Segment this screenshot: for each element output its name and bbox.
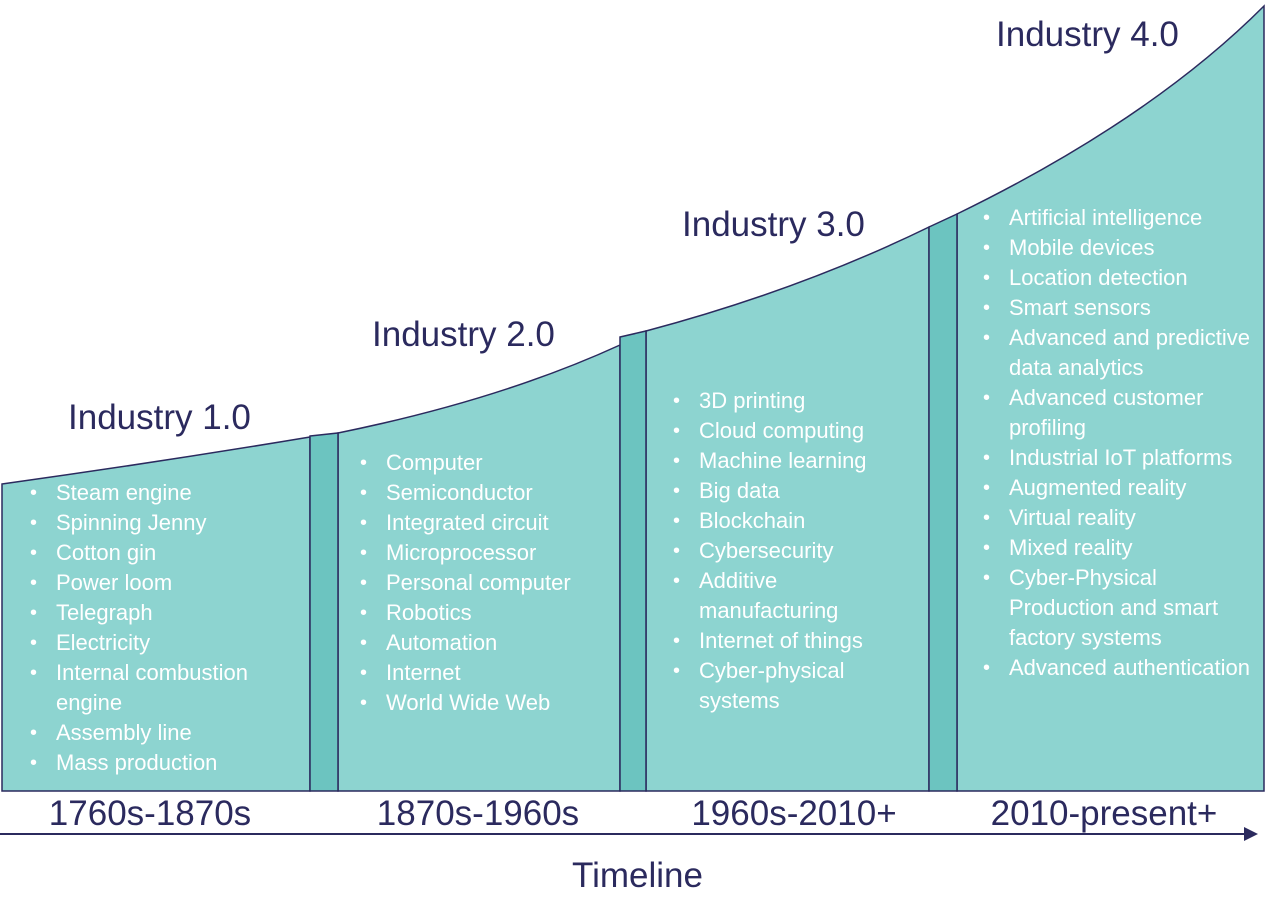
list-item: Spinning Jenny: [29, 508, 304, 538]
list-item: Virtual reality: [982, 503, 1254, 533]
list-item: Advanced customer profiling: [982, 383, 1254, 443]
list-item: Integrated circuit: [359, 508, 617, 538]
list-item: Advanced authentication: [982, 653, 1254, 683]
list-item: Mass production: [29, 748, 304, 778]
list-item: Cyber-Physical Production and smart fact…: [982, 563, 1254, 653]
list-item: Advanced and predictive data analytics: [982, 323, 1254, 383]
connector-3-4: [928, 212, 958, 792]
era-items-industry-2: Computer Semiconductor Integrated circui…: [359, 448, 617, 718]
list-item: Cotton gin: [29, 538, 304, 568]
era-title-industry-1: Industry 1.0: [68, 398, 251, 437]
list-item: Cybersecurity: [672, 536, 902, 566]
list-item: Smart sensors: [982, 293, 1254, 323]
list-item: Big data: [672, 476, 902, 506]
list-item: Blockchain: [672, 506, 902, 536]
era-period-industry-3: 1960s-2010+: [691, 794, 897, 833]
connector-2-3: [619, 330, 647, 792]
list-item: Assembly line: [29, 718, 304, 748]
list-item: Machine learning: [672, 446, 902, 476]
era-items-industry-3: 3D printing Cloud computing Machine lear…: [672, 386, 902, 716]
list-item: Power loom: [29, 568, 304, 598]
list-item: Industrial IoT platforms: [982, 443, 1254, 473]
list-item: Computer: [359, 448, 617, 478]
era-period-industry-4: 2010-present+: [990, 794, 1218, 833]
list-item: Personal computer: [359, 568, 617, 598]
list-item: Additive manufacturing: [672, 566, 902, 626]
list-item: Electricity: [29, 628, 304, 658]
era-items-industry-4: Artificial intelligence Mobile devices L…: [982, 203, 1254, 683]
list-item: Cyber-physical systems: [672, 656, 902, 716]
era-title-industry-3: Industry 3.0: [682, 205, 865, 244]
list-item: Mobile devices: [982, 233, 1254, 263]
list-item: World Wide Web: [359, 688, 617, 718]
era-connectors: [309, 212, 958, 792]
list-item: Internet: [359, 658, 617, 688]
list-item: Telegraph: [29, 598, 304, 628]
list-item: Mixed reality: [982, 533, 1254, 563]
era-items-industry-1: Steam engine Spinning Jenny Cotton gin P…: [29, 478, 304, 778]
list-item: Steam engine: [29, 478, 304, 508]
timeline-arrow: [0, 827, 1258, 841]
era-period-industry-2: 1870s-1960s: [376, 794, 580, 833]
list-item: Internal combustion engine: [29, 658, 304, 718]
era-title-industry-4: Industry 4.0: [996, 15, 1179, 54]
era-title-industry-2: Industry 2.0: [372, 315, 555, 354]
timeline-label: Timeline: [572, 856, 703, 895]
connector-1-2: [309, 432, 339, 792]
list-item: Microprocessor: [359, 538, 617, 568]
list-item: Augmented reality: [982, 473, 1254, 503]
list-item: Cloud computing: [672, 416, 902, 446]
list-item: Robotics: [359, 598, 617, 628]
list-item: 3D printing: [672, 386, 902, 416]
list-item: Semiconductor: [359, 478, 617, 508]
list-item: Artificial intelligence: [982, 203, 1254, 233]
list-item: Internet of things: [672, 626, 902, 656]
timeline-arrowhead: [1244, 827, 1258, 841]
era-period-industry-1: 1760s-1870s: [48, 794, 252, 833]
list-item: Location detection: [982, 263, 1254, 293]
list-item: Automation: [359, 628, 617, 658]
